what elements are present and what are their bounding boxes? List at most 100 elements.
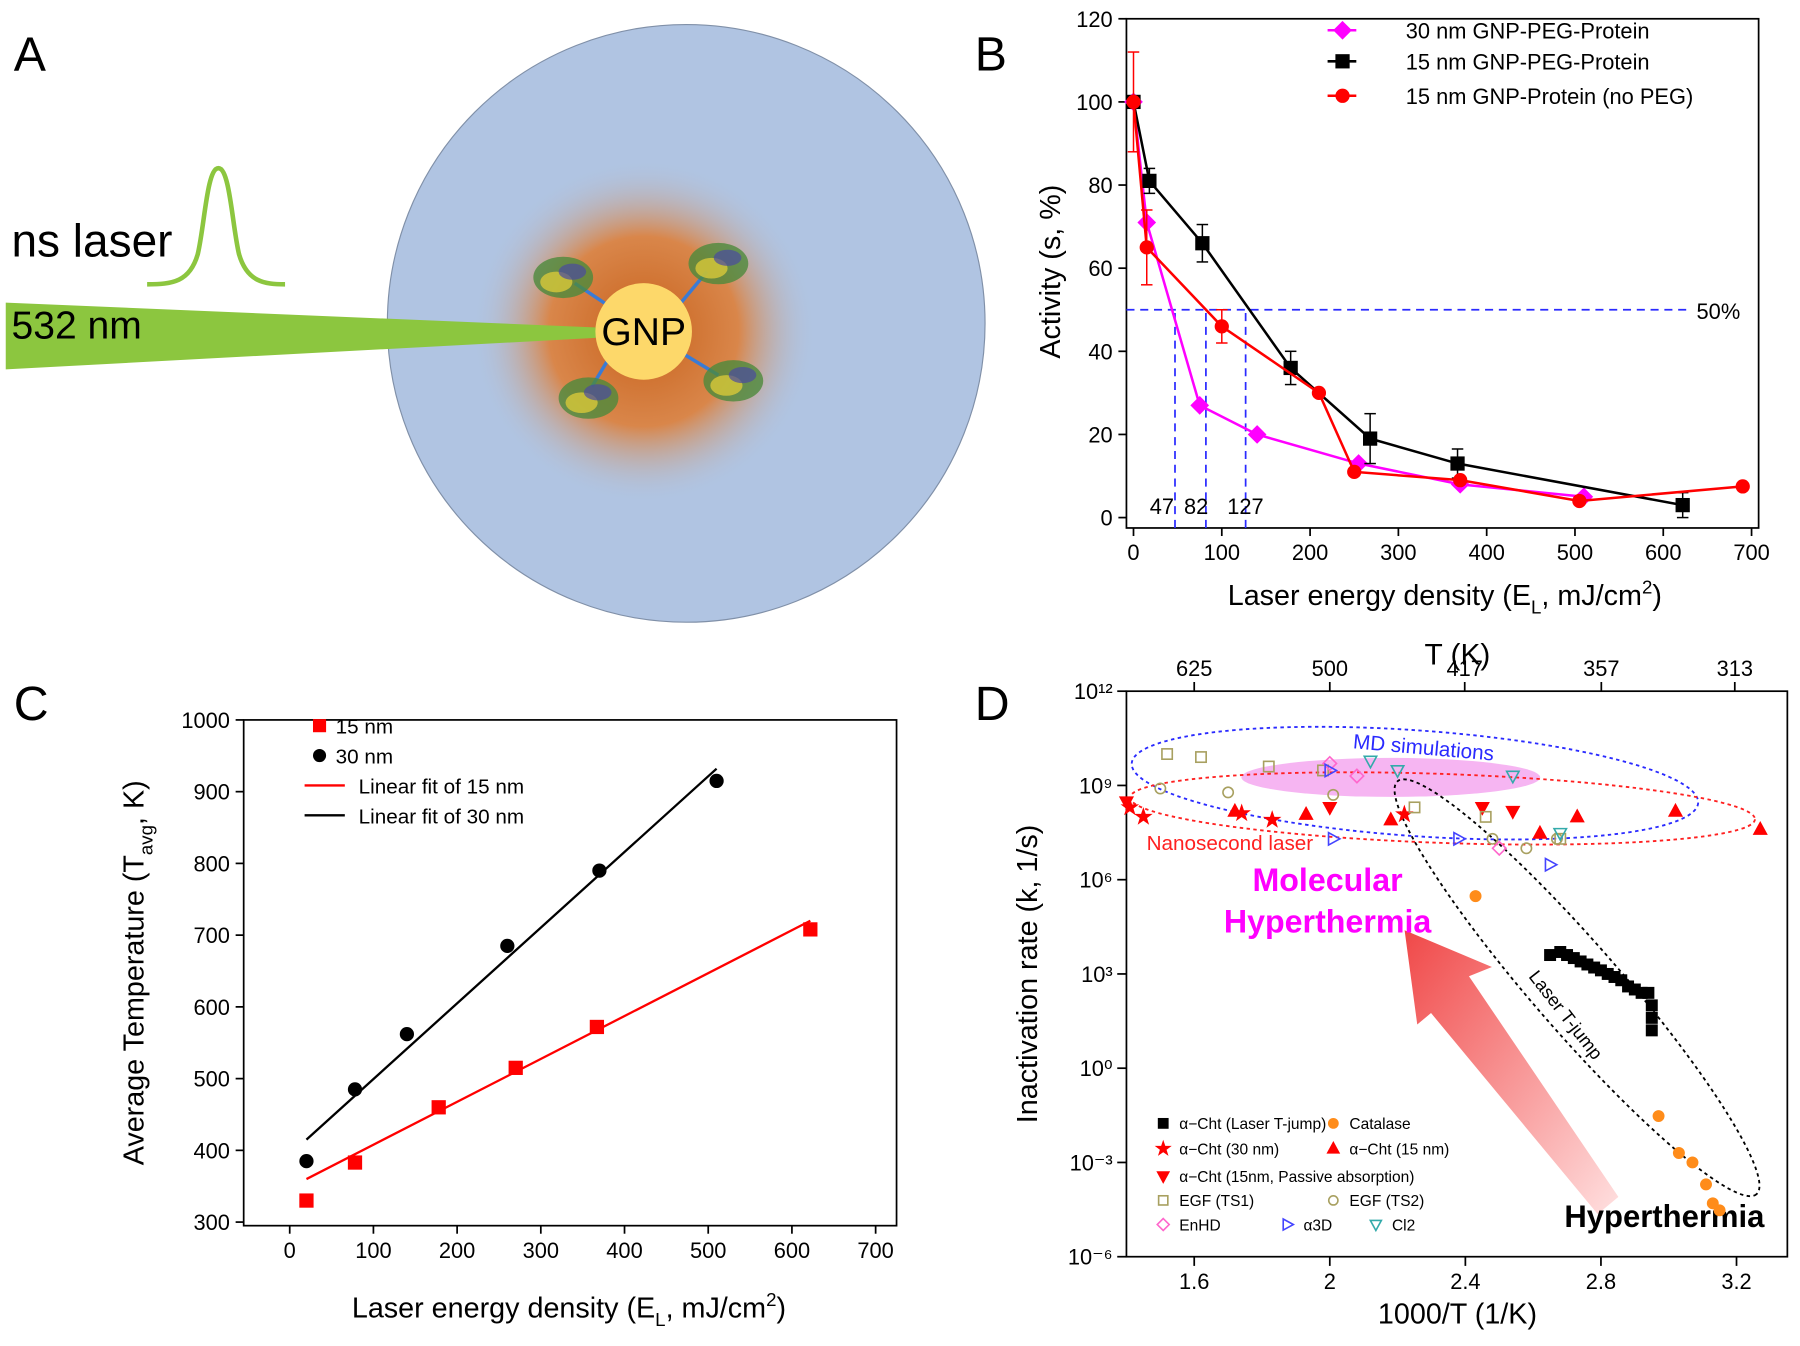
label-part: Laser energy density (E: [352, 1293, 655, 1325]
data-point: [1569, 808, 1585, 823]
data-point: [1347, 464, 1362, 479]
data-point: [1642, 986, 1655, 999]
x-tick-label: 100: [355, 1238, 391, 1263]
x-tick-label: 400: [1468, 540, 1504, 565]
label-part: ): [776, 1293, 786, 1325]
y-tick-label: 60: [1088, 256, 1112, 281]
x-tick-label: 300: [1380, 540, 1416, 565]
y-tick-label: 10¹²: [1074, 679, 1113, 704]
particle-label: GNP: [601, 311, 686, 354]
data-point: [1317, 764, 1329, 777]
reference-value: 127: [1227, 494, 1263, 519]
arrow: [1404, 930, 1619, 1215]
data-point: [1652, 1110, 1665, 1123]
data-point: [1195, 236, 1210, 251]
label-part: 2: [1642, 576, 1652, 597]
data-point: [299, 1193, 314, 1208]
data-point: [431, 1100, 446, 1115]
data-point: [1672, 1147, 1685, 1159]
data-point: [1139, 240, 1154, 255]
data-point: [1474, 801, 1490, 816]
data-point: [1324, 762, 1339, 779]
y-tick-label: 10⁶: [1079, 868, 1112, 893]
legend-label: Linear fit of 30 nm: [359, 805, 524, 828]
legend-label: EGF (TS1): [1179, 1193, 1254, 1210]
panel-a: GNP ns laser 532 nm: [5, 23, 986, 623]
data-point: [1383, 811, 1399, 826]
md-region: [1130, 725, 1700, 841]
label-part: , K): [119, 780, 151, 825]
data-point: [1321, 755, 1338, 772]
label-part: ): [1652, 580, 1662, 612]
data-point: [1390, 764, 1406, 779]
x-tick-label: 1.6: [1179, 1269, 1209, 1294]
data-point: [1363, 431, 1378, 446]
y-tick-label: 300: [193, 1210, 229, 1235]
plot-frame: [1125, 17, 1760, 529]
data-point: [1486, 832, 1499, 845]
data-point: [1262, 760, 1275, 773]
legend-marker: [1154, 1139, 1172, 1156]
reference-value: 47: [1150, 494, 1174, 519]
data-point: [1706, 1197, 1719, 1210]
data-point: [1327, 788, 1340, 801]
reference-value: 82: [1184, 494, 1208, 519]
x2-tick-label: 357: [1583, 656, 1619, 681]
data-point: [1214, 319, 1229, 334]
data-point: [1154, 782, 1167, 795]
y-tick-label: 40: [1088, 339, 1112, 364]
y-tick-label: 10³: [1081, 962, 1113, 987]
legend-marker: [1335, 54, 1350, 69]
data-point: [399, 1027, 415, 1042]
y-tick-label: 900: [193, 780, 229, 805]
y-tick-label: 120: [1076, 7, 1112, 32]
data-point: [1491, 840, 1508, 857]
y-tick-label: 10⁰: [1080, 1056, 1113, 1081]
legend-marker: [1282, 1217, 1296, 1232]
legend-marker: [1368, 1219, 1383, 1233]
legend-label: EnHD: [1179, 1217, 1220, 1234]
data-point: [1311, 385, 1327, 401]
x2-tick-label: 417: [1447, 656, 1483, 681]
series-line: [1132, 101, 1584, 499]
data-point: [1667, 802, 1684, 817]
data-point: [1552, 827, 1568, 842]
x-tick-label: 700: [857, 1238, 893, 1263]
x2-tick-label: 625: [1176, 656, 1212, 681]
data-point: [1686, 1156, 1699, 1169]
legend-label: α3D: [1303, 1217, 1332, 1234]
annotation: Laser T-jump: [1525, 966, 1607, 1063]
legend-label: 30 nm GNP-PEG-Protein: [1406, 18, 1650, 43]
laser-beam: [5, 302, 610, 370]
data-point: [1126, 94, 1141, 110]
legend-marker: [312, 719, 327, 733]
y-tick-label: 600: [193, 995, 229, 1020]
data-point: [1134, 807, 1153, 825]
wavelength-label: 532 nm: [11, 304, 141, 347]
x-tick-label: 2.8: [1586, 1269, 1616, 1294]
gold-nanoparticle: [595, 283, 692, 380]
data-point: [1222, 786, 1235, 799]
legend-label: Linear fit of 15 nm: [359, 775, 524, 798]
x-tick-label: 300: [523, 1238, 559, 1263]
legend-label: EGF (TS2): [1349, 1193, 1424, 1210]
data-point: [1675, 497, 1690, 513]
data-point: [1322, 801, 1338, 816]
panel-label: B: [975, 27, 1007, 81]
label-part: Laser energy density (E: [1228, 580, 1531, 612]
annotation: Molecular: [1252, 862, 1403, 898]
x-tick-label: 600: [1645, 540, 1681, 565]
panel-label: D: [975, 677, 1010, 731]
x-axis-title: 1000/T (1/K): [1378, 1298, 1537, 1330]
legend-label: α−Cht (30 nm): [1179, 1141, 1279, 1158]
x-tick-label: 2.4: [1450, 1269, 1480, 1294]
data-point: [1453, 831, 1467, 847]
y-tick-label: 10⁻⁶: [1068, 1245, 1113, 1270]
x-tick-label: 2: [1324, 1269, 1336, 1294]
legend-marker: [1156, 1217, 1171, 1232]
x2-tick-label: 313: [1717, 656, 1753, 681]
legend-label: Catalase: [1349, 1116, 1410, 1133]
data-point: [1752, 820, 1768, 835]
x-tick-label: 200: [439, 1238, 475, 1263]
label-part: , mJ/cm: [1541, 580, 1642, 612]
